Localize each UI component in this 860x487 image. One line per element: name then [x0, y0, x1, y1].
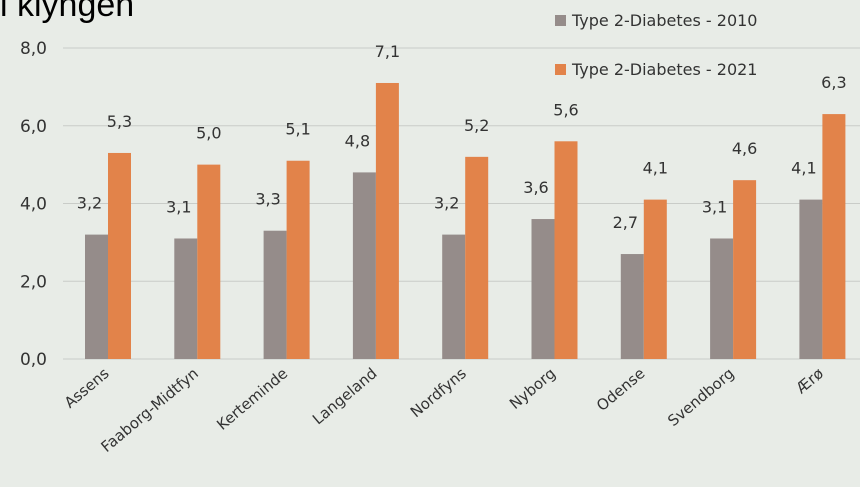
legend-swatch-2021: [555, 64, 566, 75]
legend-item-2010: Type 2-Diabetes - 2010: [555, 11, 757, 30]
bar-2021: [375, 82, 399, 360]
bar-2021: [822, 114, 846, 360]
x-tick-label: Nordfyns: [407, 364, 470, 421]
bar-2021: [643, 199, 667, 359]
bar-2021: [108, 152, 131, 359]
x-tick-label: Ærø: [792, 364, 827, 397]
x-tick-label: Faaborg-Midtfyn: [98, 364, 202, 456]
data-label: 4,6: [732, 139, 757, 158]
bar-2021: [733, 180, 757, 359]
bar-2021: [286, 160, 310, 359]
bar-2010: [85, 234, 108, 359]
bar-2010: [799, 199, 823, 359]
data-label: 5,6: [553, 100, 578, 119]
data-label: 5,3: [107, 112, 132, 131]
bar-2021: [197, 164, 221, 359]
legend-item-2021: Type 2-Diabetes - 2021: [555, 60, 757, 79]
bar-2010: [710, 238, 734, 359]
y-tick-label: 2,0: [20, 272, 47, 292]
data-label: 5,0: [196, 124, 221, 143]
legend-label-2021: Type 2-Diabetes - 2021: [572, 60, 758, 79]
data-label: 3,2: [77, 194, 102, 213]
data-label: 3,6: [523, 178, 548, 197]
data-label: 2,7: [613, 213, 638, 232]
data-label: 7,1: [375, 42, 400, 61]
bar-2021: [465, 156, 489, 359]
y-tick-label: 6,0: [20, 117, 47, 137]
legend-swatch-2010: [555, 15, 566, 26]
data-label: 3,1: [702, 197, 727, 216]
chart-title: i klyngen: [0, 0, 135, 24]
data-label: 4,1: [643, 159, 668, 178]
bar-2010: [263, 230, 287, 359]
bar-2010: [442, 234, 466, 359]
data-label: 5,2: [464, 116, 489, 135]
bar-2010: [352, 172, 376, 359]
y-tick-label: 8,0: [20, 39, 47, 59]
x-tick-label: Kerteminde: [213, 364, 291, 433]
x-tick-label: Nyborg: [506, 364, 559, 413]
data-label: 6,3: [821, 73, 846, 92]
x-tick-label: Svendborg: [664, 364, 737, 430]
x-tick-label: Langeland: [309, 364, 380, 428]
bar-2021: [554, 141, 578, 359]
x-tick-label: Assens: [61, 364, 113, 412]
y-tick-label: 4,0: [20, 195, 47, 215]
legend-label-2010: Type 2-Diabetes - 2010: [572, 11, 758, 30]
data-label: 4,1: [791, 159, 816, 178]
data-label: 3,2: [434, 194, 459, 213]
data-label: 4,8: [345, 131, 370, 150]
data-label: 3,1: [166, 197, 191, 216]
x-tick-label: Odense: [593, 364, 648, 414]
y-tick-label: 0,0: [20, 350, 47, 370]
bar-2010: [531, 219, 555, 359]
bar-2010: [174, 238, 198, 359]
data-label: 3,3: [255, 190, 280, 209]
data-label: 5,1: [285, 120, 310, 139]
bar-2010: [620, 254, 644, 359]
